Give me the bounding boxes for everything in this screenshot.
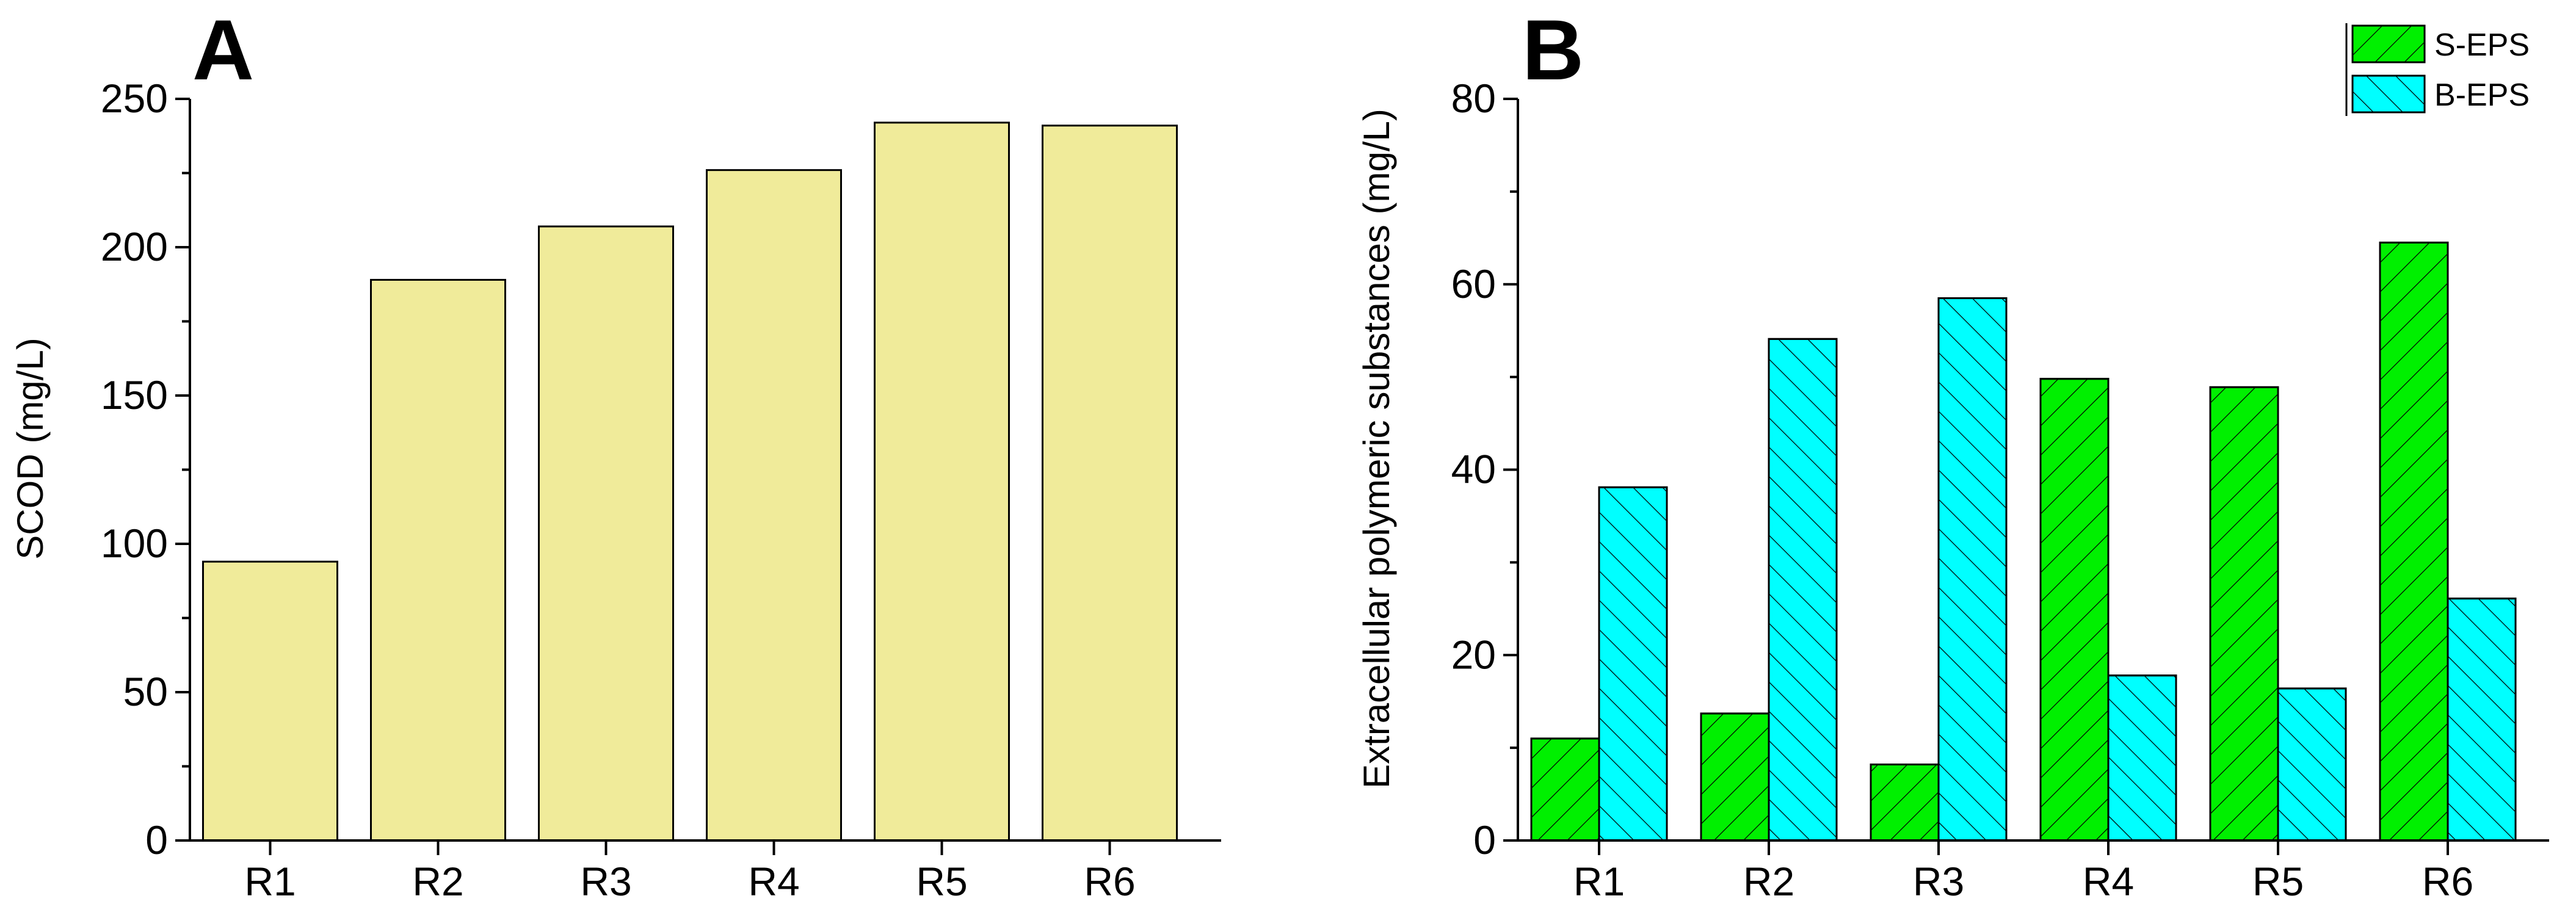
y-tick-label: 150 bbox=[101, 372, 168, 417]
y-tick-label: 250 bbox=[101, 76, 168, 121]
panel-a-y-axis-title: SCOD (mg/L) bbox=[10, 338, 51, 559]
panel-b-chart: B Extracellular polymeric substances (mg… bbox=[1356, 2, 2549, 904]
bar-hatch bbox=[1530, 737, 1600, 842]
bar-hatch bbox=[1937, 297, 2008, 842]
y-tick-label: 0 bbox=[1473, 817, 1496, 862]
x-tick-label-r2: R2 bbox=[1743, 859, 1794, 904]
y-tick-label: 20 bbox=[1451, 632, 1496, 677]
legend-swatch-s-eps-hatch bbox=[2353, 26, 2425, 62]
y-tick-label: 50 bbox=[123, 669, 168, 714]
bar-hatch bbox=[2447, 598, 2517, 842]
x-tick-label-r1: R1 bbox=[244, 859, 296, 904]
bar-hatch bbox=[2107, 674, 2177, 842]
x-tick-label-r5: R5 bbox=[916, 859, 967, 904]
panel-b-bars bbox=[1530, 241, 2517, 842]
panel-a-x-ticks: R1 R2 R3 R4 R5 R6 bbox=[244, 840, 1136, 904]
bar-hatch bbox=[2209, 386, 2279, 842]
panel-a-y-ticks: 0 50 100 150 200 250 bbox=[101, 76, 190, 862]
bar-a-scod-r5 bbox=[874, 121, 1010, 842]
legend-label-b-eps: B-EPS bbox=[2434, 78, 2530, 113]
legend-label-s-eps: S-EPS bbox=[2434, 27, 2530, 63]
panel-a-bars bbox=[202, 121, 1178, 842]
panel-a-chart: A SCOD (mg/L) 0 50 100 150 200 250 R1 R2 R3 R4 R5… bbox=[10, 2, 1221, 904]
x-tick-label-r3: R3 bbox=[1913, 859, 1964, 904]
legend-swatch-b-eps-hatch bbox=[2353, 76, 2425, 112]
x-tick-label-r5: R5 bbox=[2252, 859, 2304, 904]
bar-hatch bbox=[2379, 241, 2449, 842]
bar-hatch bbox=[2277, 687, 2347, 842]
panel-b-x-ticks: R1 R2 R3 R4 R5 R6 bbox=[1573, 840, 2473, 904]
panel-b-y-axis-title: Extracellular polymeric substances (mg/L… bbox=[1356, 109, 1397, 789]
bar-a-scod-r3 bbox=[538, 225, 674, 842]
bar-a-scod-r6 bbox=[1042, 125, 1178, 842]
y-tick-label: 80 bbox=[1451, 76, 1496, 121]
x-tick-label-r3: R3 bbox=[580, 859, 631, 904]
bar-hatch bbox=[1700, 712, 1770, 842]
bar-hatch bbox=[1598, 486, 1668, 842]
bar-a-scod-r1 bbox=[202, 560, 338, 842]
bar-a-scod-r2 bbox=[370, 278, 506, 842]
bar-hatch bbox=[1768, 338, 1838, 842]
y-tick-label: 100 bbox=[101, 521, 168, 566]
y-tick-label: 60 bbox=[1451, 261, 1496, 306]
x-tick-label-r1: R1 bbox=[1573, 859, 1625, 904]
x-tick-label-r4: R4 bbox=[748, 859, 799, 904]
bar-a-scod-r4 bbox=[706, 169, 842, 842]
y-tick-label: 40 bbox=[1451, 447, 1496, 492]
bar-hatch bbox=[2039, 378, 2110, 842]
panel-a-letter: A bbox=[192, 2, 254, 98]
panel-b-letter: B bbox=[1522, 2, 1584, 98]
panel-b-legend: S-EPS B-EPS bbox=[2345, 23, 2530, 116]
bar-hatch bbox=[1870, 763, 1940, 842]
x-tick-label-r6: R6 bbox=[2422, 859, 2473, 904]
x-tick-label-r6: R6 bbox=[1084, 859, 1135, 904]
y-tick-label: 0 bbox=[145, 817, 168, 862]
y-tick-label: 200 bbox=[101, 224, 168, 269]
x-tick-label-r4: R4 bbox=[2083, 859, 2134, 904]
panel-b-y-ticks: 0 20 40 60 80 bbox=[1451, 76, 1518, 862]
x-tick-label-r2: R2 bbox=[412, 859, 463, 904]
